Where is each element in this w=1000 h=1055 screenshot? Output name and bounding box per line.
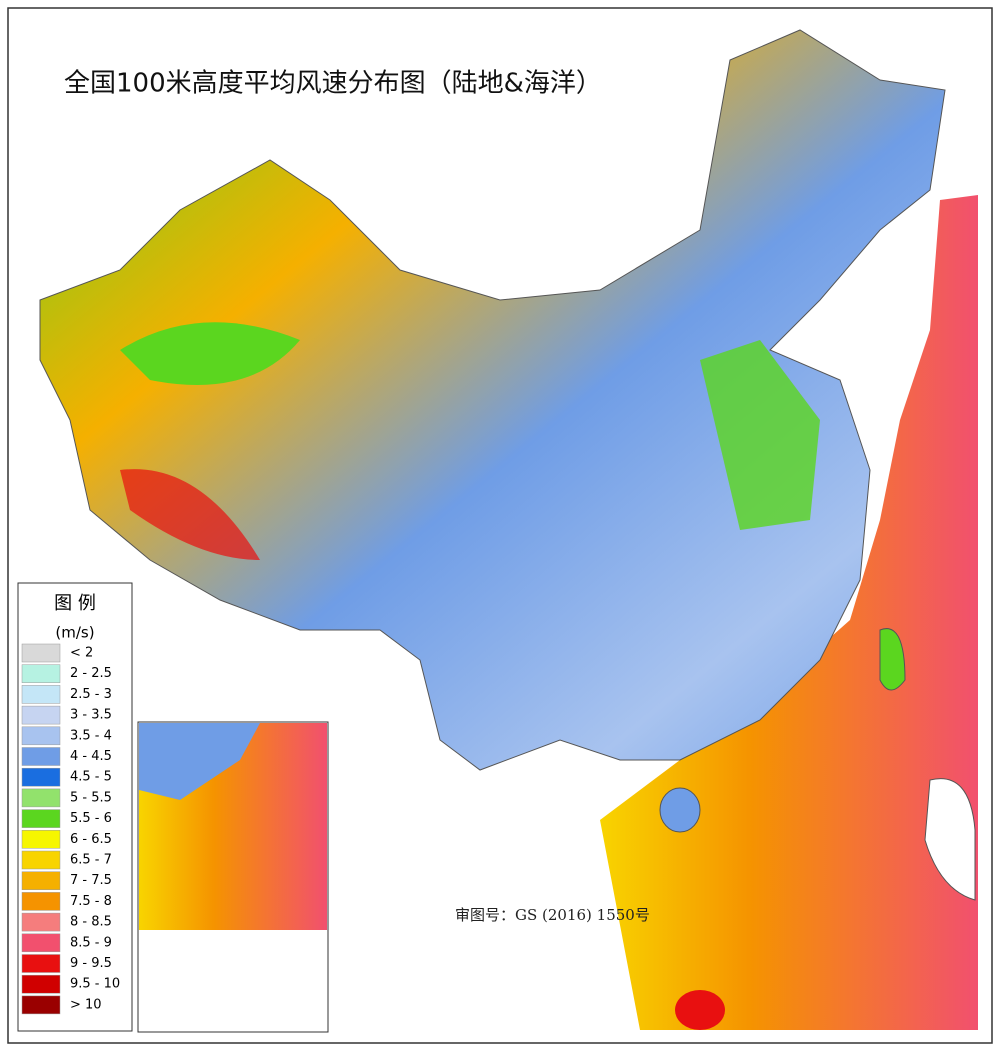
legend-label: 7 - 7.5: [70, 873, 112, 888]
legend-swatch: [21, 643, 61, 663]
legend-swatch: [21, 892, 61, 911]
legend-swatch: [21, 685, 61, 704]
philippines: [924, 778, 976, 901]
legend-label: 8.5 - 9: [70, 935, 112, 950]
legend-label: 2.5 - 3: [70, 687, 112, 702]
basin: [120, 322, 300, 385]
map-title: 全国100米高度平均风速分布图（陆地&海洋）: [64, 69, 602, 99]
legend-label: 3 - 3.5: [70, 708, 112, 723]
legend-label: 9.5 - 10: [70, 977, 120, 992]
legend-label: 5 - 5.5: [70, 790, 112, 805]
legend-swatch: [21, 830, 61, 849]
legend-swatch: [21, 995, 61, 1015]
hotspot: [675, 990, 725, 1030]
legend-swatch: [21, 954, 61, 973]
legend-label: 9 - 9.5: [70, 956, 112, 971]
plateau: [120, 469, 260, 560]
legend-swatch: [21, 871, 61, 890]
legend-swatch: [21, 912, 61, 932]
legend-label: 5.5 - 6: [70, 811, 112, 826]
legend-swatch: [21, 664, 61, 683]
legend-swatch: [21, 767, 61, 787]
legend-swatch: [21, 788, 61, 808]
legend-label: 7.5 - 8: [70, 894, 112, 909]
legend-label: 3.5 - 4: [70, 728, 112, 743]
legend-swatch: [21, 747, 61, 766]
legend-swatch: [21, 933, 61, 953]
inset-land: [139, 723, 260, 800]
approval-number: 审图号：GS (2016) 1550号: [455, 906, 650, 924]
legend-swatch: [21, 809, 61, 828]
legend-label: 6 - 6.5: [70, 832, 112, 847]
legend-unit: (m/s): [55, 624, 94, 642]
legend-label: 4 - 4.5: [70, 749, 112, 764]
legend-swatch: [21, 850, 61, 870]
legend-label: > 10: [70, 997, 102, 1012]
legend-swatch: [21, 705, 61, 725]
plain: [700, 340, 820, 530]
legend-swatch: [21, 974, 61, 994]
legend-label: 8 - 8.5: [70, 915, 112, 930]
taiwan: [879, 628, 906, 691]
hainan: [659, 787, 701, 833]
china-land: [39, 29, 946, 771]
legend-title: 图 例: [54, 593, 96, 614]
legend-label: 2 - 2.5: [70, 666, 112, 681]
legend-swatch: [21, 726, 61, 746]
legend-label: 6.5 - 7: [70, 853, 112, 868]
legend-items: < 2 2 - 2.5 2.5 - 3 3 - 3.5 3.5 - 4 4 - 4.5 4.…: [21, 643, 120, 1015]
legend-label: < 2: [70, 646, 93, 661]
legend-label: 4.5 - 5: [70, 770, 112, 785]
